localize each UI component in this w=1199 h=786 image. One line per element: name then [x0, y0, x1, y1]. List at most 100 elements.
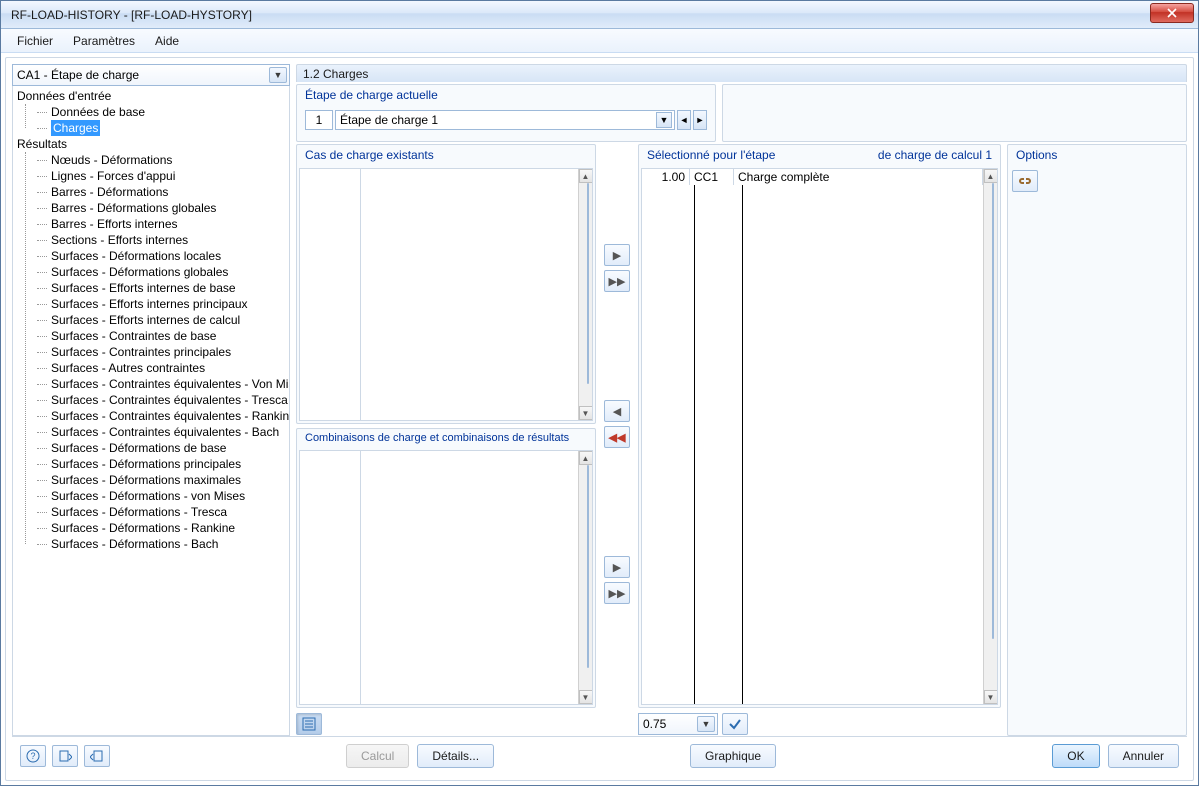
selected-title-left: Sélectionné pour l'étape — [647, 148, 775, 162]
add-all-button[interactable]: ▶▶ — [604, 270, 630, 292]
case-combo[interactable]: CA1 - Étape de charge ▼ — [12, 64, 290, 86]
scroll-up-icon[interactable]: ▲ — [579, 451, 593, 465]
tree-item[interactable]: Surfaces - Contraintes de base — [37, 328, 285, 344]
menubar: Fichier Paramètres Aide — [1, 29, 1198, 53]
step-group-title: Étape de charge actuelle — [297, 85, 715, 106]
transfer-buttons: ▶ ▶▶ ◀ ◀◀ ▶ ▶▶ — [602, 144, 632, 736]
table-row[interactable]: 1.00 CC1 Charge complète — [642, 169, 983, 185]
tree-item[interactable]: Surfaces - Contraintes équivalentes - Vo… — [37, 376, 285, 392]
tree-item[interactable]: Sections - Efforts internes — [37, 232, 285, 248]
options-button[interactable] — [1012, 170, 1038, 192]
existing-list[interactable]: ▲ ▼ — [299, 168, 593, 421]
tree-item[interactable]: Surfaces - Efforts internes de base — [37, 280, 285, 296]
scrollbar[interactable]: ▲ ▼ — [983, 169, 997, 704]
menu-fichier[interactable]: Fichier — [7, 29, 63, 52]
svg-text:?: ? — [30, 751, 35, 761]
selected-group: Sélectionné pour l'étape de charge de ca… — [638, 144, 1001, 708]
import-icon — [58, 749, 72, 763]
close-icon — [1167, 8, 1177, 18]
tree-item[interactable]: Lignes - Forces d'appui — [37, 168, 285, 184]
export-icon — [90, 749, 104, 763]
tree-item[interactable]: Surfaces - Déformations maximales — [37, 472, 285, 488]
checklist-icon — [302, 717, 316, 731]
tree-item[interactable]: Surfaces - Déformations - Tresca — [37, 504, 285, 520]
selected-title: Sélectionné pour l'étape de charge de ca… — [639, 145, 1000, 166]
add-all-button-2[interactable]: ▶▶ — [604, 582, 630, 604]
step-next-button[interactable]: ► — [693, 110, 707, 130]
details-button[interactable]: Détails... — [417, 744, 494, 768]
step-select[interactable]: Étape de charge 1 ▼ — [335, 110, 675, 130]
combos-title: Combinaisons de charge et combinaisons d… — [297, 429, 595, 448]
factor-combo[interactable]: 0.75 ▼ — [638, 713, 718, 735]
selected-list[interactable]: 1.00 CC1 Charge complète — [641, 168, 998, 705]
tree-item[interactable]: Surfaces - Contraintes principales — [37, 344, 285, 360]
window-title: RF-LOAD-HISTORY - [RF-LOAD-HYSTORY] — [5, 8, 252, 22]
tree-root-results[interactable]: Résultats — [17, 136, 285, 152]
scroll-down-icon[interactable]: ▼ — [984, 690, 998, 704]
client-area: CA1 - Étape de charge ▼ Données d'entrée… — [5, 57, 1194, 781]
tree-item[interactable]: Nœuds - Déformations — [37, 152, 285, 168]
top-area: CA1 - Étape de charge ▼ Données d'entrée… — [12, 64, 1187, 736]
tree-item[interactable]: Surfaces - Déformations principales — [37, 456, 285, 472]
scrollbar[interactable]: ▲ ▼ — [578, 169, 592, 420]
apply-factor-button[interactable] — [722, 713, 748, 735]
app-window: RF-LOAD-HISTORY - [RF-LOAD-HYSTORY] Fich… — [0, 0, 1199, 786]
export-button[interactable] — [84, 745, 110, 767]
existing-group: Cas de charge existants ▲ ▼ — [296, 144, 596, 424]
tree-item[interactable]: Surfaces - Efforts internes de calcul — [37, 312, 285, 328]
ok-button[interactable]: OK — [1052, 744, 1099, 768]
options-panel: Options — [1007, 144, 1187, 736]
remove-one-button[interactable]: ◀ — [604, 400, 630, 422]
tree-item[interactable]: Surfaces - Déformations locales — [37, 248, 285, 264]
cell-desc: Charge complète — [734, 169, 983, 185]
help-icon: ? — [26, 749, 40, 763]
scrollbar[interactable]: ▲ ▼ — [578, 451, 592, 704]
tree-item[interactable]: Surfaces - Déformations - Rankine — [37, 520, 285, 536]
right-pane: 1.2 Charges Étape de charge actuelle 1 É… — [296, 64, 1187, 736]
tree-item[interactable]: Barres - Déformations globales — [37, 200, 285, 216]
graph-button[interactable]: Graphique — [690, 744, 776, 768]
scroll-down-icon[interactable]: ▼ — [579, 690, 593, 704]
step-select-value: Étape de charge 1 — [340, 113, 438, 127]
tree-item[interactable]: Surfaces - Déformations - Bach — [37, 536, 285, 552]
tree-item[interactable]: Surfaces - Déformations de base — [37, 440, 285, 456]
tree-item[interactable]: Surfaces - Déformations globales — [37, 264, 285, 280]
tree-item[interactable]: Surfaces - Efforts internes principaux — [37, 296, 285, 312]
tree-item[interactable]: Surfaces - Autres contraintes — [37, 360, 285, 376]
close-button[interactable] — [1150, 3, 1194, 23]
scroll-up-icon[interactable]: ▲ — [579, 169, 593, 183]
cell-factor: 1.00 — [642, 169, 690, 185]
step-prev-button[interactable]: ◄ — [677, 110, 691, 130]
tree-item[interactable]: Surfaces - Déformations - von Mises — [37, 488, 285, 504]
tree-item[interactable]: Données de base — [37, 104, 285, 120]
nav-tree[interactable]: Données d'entrée Données de baseCharges … — [12, 86, 290, 736]
import-button[interactable] — [52, 745, 78, 767]
scroll-down-icon[interactable]: ▼ — [579, 406, 593, 420]
remove-all-button[interactable]: ◀◀ — [604, 426, 630, 448]
step-number: 1 — [305, 110, 333, 130]
calc-button[interactable]: Calcul — [346, 744, 409, 768]
combos-group: Combinaisons de charge et combinaisons d… — [296, 428, 596, 708]
menu-aide[interactable]: Aide — [145, 29, 189, 52]
tree-item[interactable]: Surfaces - Contraintes équivalentes - Tr… — [37, 392, 285, 408]
cancel-button[interactable]: Annuler — [1108, 744, 1179, 768]
factor-value: 0.75 — [643, 717, 666, 731]
tree-root-input[interactable]: Données d'entrée — [17, 88, 285, 104]
blank-panel — [722, 84, 1187, 142]
tree-item[interactable]: Charges — [37, 120, 285, 136]
tree-item[interactable]: Barres - Déformations — [37, 184, 285, 200]
tree-item[interactable]: Barres - Efforts internes — [37, 216, 285, 232]
chevron-down-icon: ▼ — [656, 112, 672, 128]
combos-list[interactable]: ▲ ▼ — [299, 450, 593, 705]
add-one-button[interactable]: ▶ — [604, 244, 630, 266]
options-title: Options — [1008, 145, 1186, 166]
dialog-footer: ? Calcul Détails... Graphique OK Annuler — [12, 736, 1187, 774]
scroll-up-icon[interactable]: ▲ — [984, 169, 998, 183]
filter-toggle-button[interactable] — [296, 713, 322, 735]
tree-item[interactable]: Surfaces - Contraintes équivalentes - Ra… — [37, 408, 285, 424]
add-one-button-2[interactable]: ▶ — [604, 556, 630, 578]
tree-item[interactable]: Surfaces - Contraintes équivalentes - Ba… — [37, 424, 285, 440]
menu-parametres[interactable]: Paramètres — [63, 29, 145, 52]
help-button[interactable]: ? — [20, 745, 46, 767]
case-combo-value: CA1 - Étape de charge — [17, 68, 139, 82]
